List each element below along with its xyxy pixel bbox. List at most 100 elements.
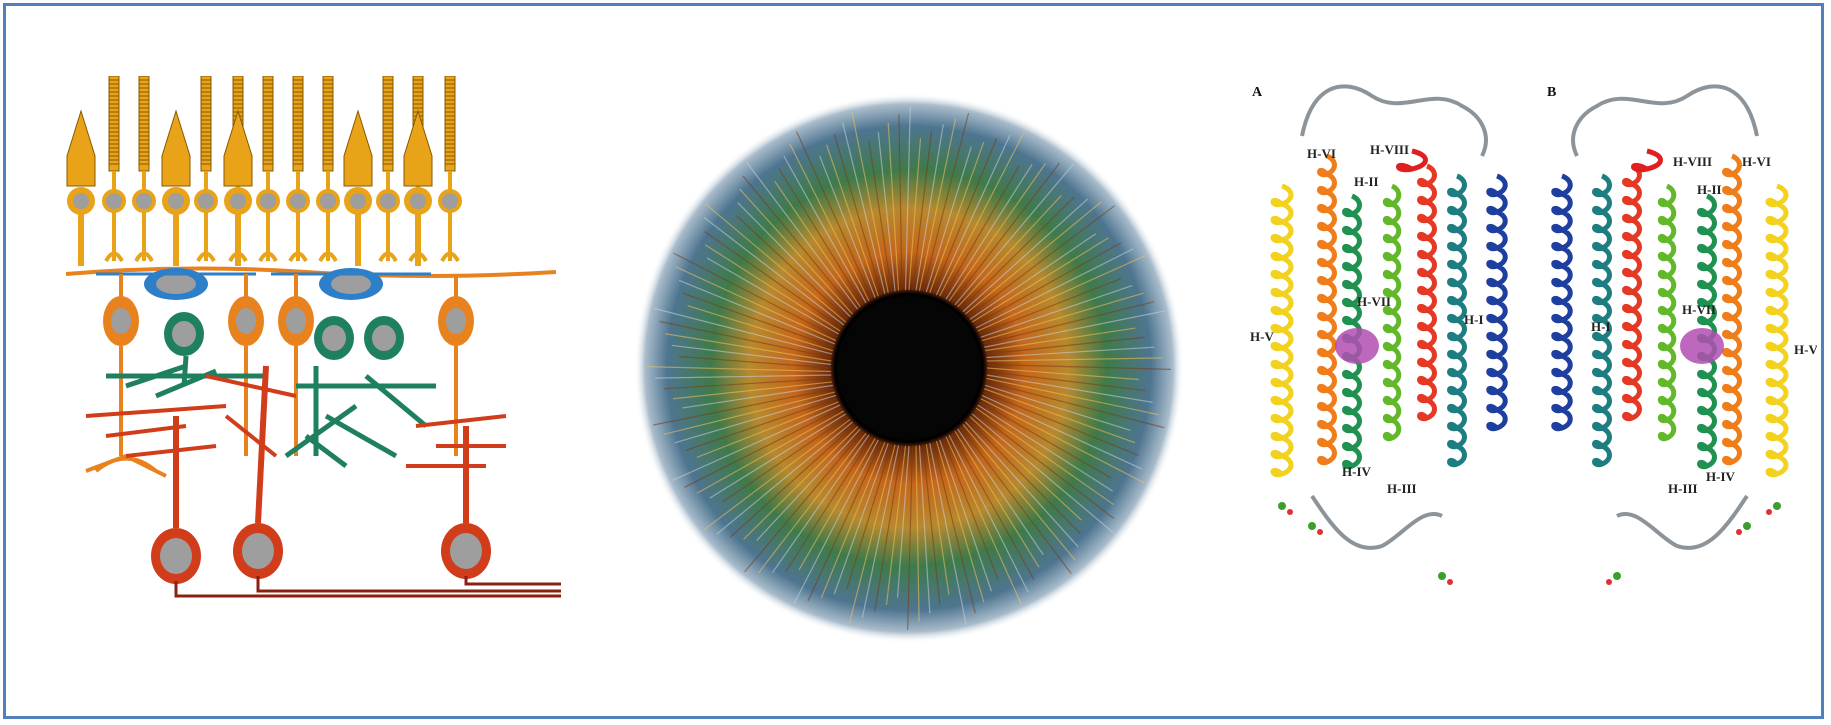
structure-view-a — [1270, 84, 1508, 585]
helix-label-b-h7: H-VII — [1682, 302, 1716, 317]
iris-fiber — [939, 132, 1025, 297]
glycan-node-o — [1606, 579, 1612, 585]
iris-fiber — [932, 137, 998, 295]
bipolar-nucleus — [286, 308, 306, 334]
iris-fiber — [964, 421, 1079, 548]
iris-fiber — [964, 201, 1102, 315]
structure-view-b — [1551, 84, 1789, 585]
rod-nucleus — [442, 193, 458, 209]
iris-fiber — [848, 444, 896, 624]
cone-nucleus — [168, 193, 184, 209]
iris-fiber — [911, 130, 933, 291]
helix-label-b-h1: H-I — [1591, 319, 1611, 334]
photoreceptor-layer — [65, 75, 557, 278]
iris-fiber — [739, 188, 854, 315]
rod-nucleus — [106, 193, 122, 209]
iris-fiber — [979, 278, 1122, 335]
rod-outer-segment — [444, 75, 456, 172]
cone-outer-segment — [223, 109, 253, 187]
iris-fiber — [885, 445, 907, 606]
iris-fiber — [986, 363, 1172, 370]
iris-fiber — [942, 438, 999, 581]
helix-label-a-h7: H-VII — [1357, 294, 1391, 309]
iris-fiber — [793, 439, 879, 604]
iris-fiber — [948, 163, 1047, 302]
iris-fiber — [973, 242, 1122, 326]
iris-fiber — [975, 407, 1114, 506]
amacrine-processes-right — [284, 366, 436, 468]
iris-fiber — [948, 434, 1029, 593]
helix-h4 — [1657, 183, 1677, 442]
outer-plexiform-band — [65, 266, 557, 278]
iris-fiber — [778, 168, 864, 306]
cone-axon — [415, 211, 421, 266]
iris-fiber — [986, 357, 1163, 362]
helix-h6 — [1317, 153, 1337, 466]
cone-nucleus — [410, 193, 426, 209]
helix-label-b-h6: H-VI — [1742, 154, 1771, 169]
iris-fiber — [746, 161, 859, 310]
iris-fiber — [833, 133, 883, 296]
iris-fibers — [646, 105, 1172, 631]
iris-fiber — [918, 118, 957, 291]
iris-fiber — [825, 144, 879, 297]
iris-fiber — [959, 426, 1072, 575]
cone-outer-segment — [161, 109, 191, 187]
loop-extracellular — [1571, 84, 1759, 157]
rod-terminal — [258, 251, 278, 263]
loop-extracellular — [1300, 84, 1488, 157]
iris-fiber — [932, 442, 976, 614]
cone-axon — [355, 211, 361, 266]
iris-fiber — [983, 388, 1136, 444]
iris-fiber — [975, 248, 1134, 329]
figure-frame: A B H-VI H-VIII H-II H-VII H-V H-I H-IV … — [3, 3, 1824, 719]
glycan-node-o — [1766, 509, 1772, 515]
bipolar-cell-layer — [85, 274, 474, 478]
rod-outer-segment — [262, 75, 274, 172]
glycan-node — [1613, 572, 1621, 580]
helix-h8 — [1396, 148, 1428, 173]
cone-nucleus — [230, 193, 246, 209]
iris-fiber — [907, 445, 914, 631]
iris-fiber — [678, 279, 836, 345]
retina-layers-diagram — [65, 75, 561, 616]
retina-svg — [65, 75, 561, 598]
iris-fiber — [986, 377, 1159, 416]
iris-fiber — [672, 381, 833, 400]
iris-fiber — [674, 394, 837, 444]
pupil — [837, 296, 981, 440]
helix-h1 — [1551, 173, 1573, 432]
rod-terminal — [378, 251, 398, 263]
iris-fiber — [672, 404, 841, 482]
iris-fiber — [929, 443, 967, 624]
iris-fiber — [704, 244, 841, 332]
retinal-ligand — [1335, 328, 1379, 364]
iris-fiber — [842, 122, 886, 294]
helix-h7 — [1417, 163, 1437, 422]
iris-fiber — [887, 122, 900, 291]
iris-fiber — [743, 426, 859, 540]
iris-fiber — [737, 202, 851, 318]
rod-outer-segment — [200, 75, 212, 172]
iris-fiber — [925, 443, 950, 595]
helix-label-b-h2: H-II — [1697, 182, 1722, 197]
iris-fiber — [922, 444, 941, 605]
rod-outer-segment — [108, 75, 120, 172]
glycan-node-o — [1317, 529, 1323, 535]
rod-axon — [296, 171, 300, 261]
iris-fiber — [663, 391, 835, 435]
iris-fiber — [877, 131, 896, 292]
ganglion-dendrites — [85, 374, 507, 468]
iris-fiber — [716, 421, 854, 535]
glycan-node-o — [1287, 509, 1293, 515]
iris-fiber — [706, 257, 840, 335]
iris-fiber — [696, 401, 839, 458]
horizontal-cell-layer — [96, 268, 431, 300]
iris-fiber — [785, 436, 873, 573]
iris-fiber — [819, 155, 876, 298]
rod-nucleus — [380, 193, 396, 209]
iris-fiber — [702, 418, 851, 531]
cone-outer-segment — [66, 109, 96, 187]
iris-fiber — [929, 141, 985, 294]
iris-fiber — [774, 180, 861, 308]
